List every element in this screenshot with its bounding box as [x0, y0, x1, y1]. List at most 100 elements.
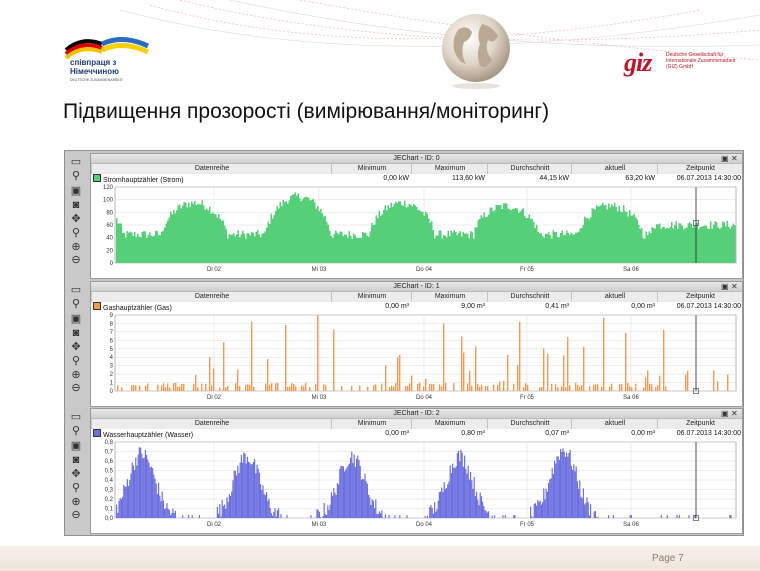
data-bar [378, 210, 380, 263]
data-bar [375, 499, 377, 518]
table-row[interactable]: Gashauptzähler (Gas) 0,00 m³ 9,00 m³ 0,4… [91, 302, 742, 312]
data-bar [659, 223, 661, 263]
move-icon[interactable]: ✥ [71, 213, 81, 225]
save-icon[interactable]: ▣ [70, 313, 82, 325]
data-bar [245, 384, 247, 391]
zoom-in-icon[interactable]: ⊕ [71, 241, 81, 253]
header-max: Maximum [411, 164, 488, 174]
restore-icon[interactable]: ▣ [721, 282, 729, 291]
data-bar [446, 487, 448, 518]
data-bar [443, 235, 445, 263]
close-icon[interactable]: ✕ [731, 409, 738, 418]
data-bar [675, 221, 677, 263]
data-bar [665, 386, 667, 391]
data-bar [467, 233, 469, 263]
data-bar [183, 383, 185, 391]
data-bar [581, 385, 583, 391]
data-bar [267, 500, 269, 518]
search-icon[interactable]: ⚲ [71, 227, 81, 239]
data-bar [209, 356, 211, 391]
series-name: Wasserhauptzähler (Wasser) [103, 432, 194, 439]
x-tick-label: Di 02 [207, 395, 222, 401]
data-bar [339, 468, 341, 518]
chart-svg[interactable]: 0,8 0,7 0,6 0,5 0,4 0,3 0,2 0,1 0,0 Di 02 Mi 03 Do … [91, 439, 742, 533]
timestamp-value: 06.07.2013 14:30:00 [676, 175, 741, 182]
data-bar [579, 480, 581, 518]
data-bar [367, 386, 369, 391]
data-bar [506, 203, 508, 263]
data-bar [641, 227, 643, 263]
chart-area[interactable]: 0,8 0,7 0,6 0,5 0,4 0,3 0,2 0,1 0,0 Di 02 Mi 03 Do … [91, 439, 742, 533]
chart-area[interactable]: 9 8 7 6 5 4 3 2 1 0 Di 02 Mi 03 Do 04 Fr 05 Sa 06 [91, 312, 742, 406]
data-bar [342, 236, 344, 263]
data-bar [710, 221, 712, 263]
chart-svg[interactable]: 9 8 7 6 5 4 3 2 1 0 Di 02 Mi 03 Do 04 Fr 05 Sa 06 [91, 312, 742, 406]
zoom-out-icon[interactable]: ⊖ [71, 254, 81, 266]
data-bar [651, 227, 653, 263]
data-bar [572, 234, 574, 263]
data-bar [653, 228, 655, 263]
zoom-out-icon[interactable]: ⊖ [71, 509, 81, 521]
table-row[interactable]: Stromhauptzähler (Strom) 0,00 kW 113,60 … [91, 174, 742, 184]
search-icon[interactable]: ⚲ [71, 482, 81, 494]
data-bar [370, 504, 372, 518]
connect-icon[interactable]: ⚲ [71, 425, 81, 437]
data-bar [699, 227, 701, 263]
data-bar [240, 454, 242, 518]
data-bar [533, 221, 535, 263]
table-row[interactable]: Wasserhauptzähler (Wasser) 0,00 m³ 0,80 … [91, 429, 742, 439]
save-icon[interactable]: ▣ [70, 185, 82, 197]
zoom-out-icon[interactable]: ⊖ [71, 382, 81, 394]
data-bar [273, 214, 275, 263]
connect-icon[interactable]: ⚲ [71, 170, 81, 182]
connect-icon[interactable]: ⚲ [71, 298, 81, 310]
camera-icon[interactable]: ◙ [72, 454, 80, 466]
data-bar [523, 387, 525, 391]
restore-icon[interactable]: ▣ [721, 154, 729, 163]
save-icon[interactable]: ▣ [70, 440, 82, 452]
data-bar [657, 385, 659, 391]
data-bar [147, 383, 149, 391]
close-icon[interactable]: ✕ [731, 282, 738, 291]
data-bar [419, 382, 421, 391]
chart-icon[interactable]: ▭ [70, 156, 82, 168]
chart-icon[interactable]: ▭ [70, 411, 82, 423]
data-bar [234, 471, 236, 518]
jechart-app-window: ▭ ⚲ ▣ ◙ ✥ ⚲ ⊕ ⊖ ▭ ⚲ ▣ ◙ ✥ ⚲ ⊕ ⊖ ▭ ⚲ ▣ ◙ ✥ ⚲ ⊕ ⊖ JEChart - ID: 0… [64, 150, 744, 536]
data-bar [183, 201, 185, 263]
data-bar [494, 210, 496, 263]
data-bar [648, 231, 650, 263]
data-bar [381, 214, 383, 263]
zoom-in-icon[interactable]: ⊕ [71, 496, 81, 508]
data-bar [444, 235, 446, 263]
chart-area[interactable]: 120 100 80 60 40 20 0 Di 02 Mi 03 Do 04 Fr 05 Sa 06 [91, 184, 742, 278]
camera-icon[interactable]: ◙ [72, 327, 80, 339]
chart-icon[interactable]: ▭ [70, 284, 82, 296]
search-icon[interactable]: ⚲ [71, 355, 81, 367]
move-icon[interactable]: ✥ [71, 468, 81, 480]
data-bar [251, 231, 253, 263]
data-bar [325, 385, 327, 391]
data-bar [182, 205, 184, 263]
restore-icon[interactable]: ▣ [721, 409, 729, 418]
data-bar [443, 323, 445, 391]
data-bar [126, 479, 128, 518]
y-tick-label: 1 [110, 381, 114, 387]
chart-svg[interactable]: 120 100 80 60 40 20 0 Di 02 Mi 03 Do 04 Fr 05 Sa 06 [91, 184, 742, 278]
data-bar [556, 456, 558, 518]
data-bar [257, 468, 259, 518]
panel-title: JEChart - ID: 0 [91, 154, 742, 163]
globe-icon [442, 14, 510, 89]
camera-icon[interactable]: ◙ [72, 199, 80, 211]
data-bar [507, 354, 509, 391]
zoom-in-icon[interactable]: ⊕ [71, 369, 81, 381]
data-bar [203, 205, 205, 263]
y-tick-label: 3 [110, 364, 114, 370]
data-bar [158, 235, 160, 263]
move-icon[interactable]: ✥ [71, 341, 81, 353]
data-bar [328, 510, 330, 518]
data-bar [404, 200, 406, 263]
data-bar [149, 232, 151, 263]
close-icon[interactable]: ✕ [731, 154, 738, 163]
data-bar [369, 231, 371, 263]
